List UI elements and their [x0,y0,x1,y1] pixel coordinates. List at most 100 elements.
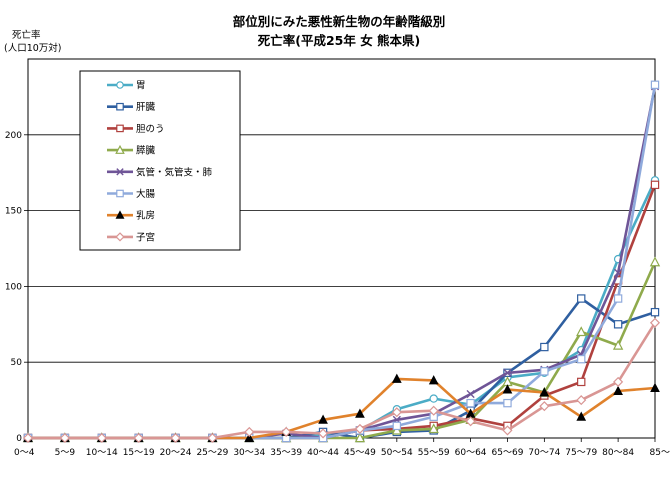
data-point [613,376,624,387]
chart-title-line2: 死亡率(平成25年 女 熊本県) [257,33,421,48]
data-point [59,432,70,444]
data-point [576,395,587,406]
data-point [116,189,124,198]
data-point [207,432,218,444]
data-point [116,81,124,89]
x-tick-label: 45〜49 [344,448,376,458]
data-point [649,317,661,328]
x-tick-label: 65〜69 [492,448,524,458]
legend-label: 膵臓 [136,146,156,157]
series-3 [22,256,661,443]
y-tick-label: 200 [5,131,22,141]
data-point [502,425,513,436]
series-line [28,261,657,440]
x-tick-label: 50〜54 [381,448,413,458]
data-point [115,144,125,154]
data-point [650,180,660,190]
legend-label: 胆のう [136,124,165,135]
data-point [539,401,550,412]
x-tick-label: 40〜44 [307,448,339,458]
legend-label: 気管・気管支・肺 [136,166,213,178]
data-point [429,394,438,403]
data-point [577,294,586,303]
x-tick-label: 20〜24 [160,448,192,458]
data-point [116,102,124,111]
y-tick-label: 50 [11,358,23,368]
data-point [428,405,439,416]
legend-box [79,70,241,251]
x-tick-label: 85〜 [650,448,670,458]
legend-label: 乳房 [136,210,155,222]
data-point [391,373,402,383]
data-point [540,367,549,376]
legend-label: 子宮 [136,231,155,243]
data-point [391,407,402,418]
data-point [577,354,586,364]
data-point [22,432,34,444]
x-tick-label: 25〜29 [196,448,228,458]
data-point [115,232,125,242]
x-tick-label: 60〜64 [455,448,487,458]
data-point [244,432,255,443]
x-tick-label: 35〜39 [270,448,302,458]
x-tick-label: 55〜59 [418,448,450,458]
legend-item-6: 乳房 [107,210,155,222]
data-point [503,368,512,377]
series-group [22,80,661,444]
data-point [96,432,107,444]
x-tick-label: 30〜34 [233,448,265,458]
data-point [576,326,587,337]
legend-label: 大腸 [136,188,156,200]
data-point [650,307,660,317]
x-tick-label: 0〜4 [14,448,35,458]
y-tick-label: 100 [5,282,22,292]
data-point [613,385,623,396]
series-line [28,377,656,440]
data-point [614,268,623,277]
data-point [539,387,550,397]
legend-item-3: 膵臓 [107,144,156,157]
data-point [502,384,513,394]
data-point [116,168,124,176]
data-point [466,389,475,399]
legend-label: 肝臓 [136,102,156,113]
legend-item-2: 胆のう [107,124,165,135]
y-axis-label-line2: (人口10万対) [4,42,62,54]
data-point [133,432,144,444]
data-point [576,411,587,421]
axes: 0 50 100 150 200 0〜4 5〜9 10〜14 15〜19 20〜24 25〜29 30… [5,58,670,458]
legend-item-0: 胃 [107,81,146,92]
chart-title-line1: 部位別にみた悪性新生物の年齢階級別 [233,14,446,29]
x-tick-label: 75〜79 [565,448,597,458]
data-point [612,339,624,350]
data-point [613,320,623,329]
x-tick-label: 70〜74 [528,448,560,458]
series-line [28,322,657,440]
legend-item-5: 大腸 [107,188,156,200]
x-tick-label: 80〜84 [602,448,634,458]
y-axis-label-line1: 死亡率 [12,29,41,41]
data-point [170,432,181,444]
data-point [116,124,124,133]
data-point [318,428,329,439]
data-point [354,423,365,434]
series-7 [22,317,661,444]
legend-item-4: 気管・気管支・肺 [107,166,213,178]
data-point [466,398,475,408]
series-1 [23,294,660,443]
data-point [115,210,125,219]
data-point [355,408,365,418]
data-point [650,382,660,392]
data-point [392,421,402,431]
x-tick-label: 10〜14 [86,448,118,458]
data-point [577,377,586,387]
data-point [428,375,439,385]
data-point [613,294,623,303]
y-tick-label: 0 [16,434,22,444]
y-tick-label: 150 [5,207,22,217]
x-tick-label: 15〜19 [123,448,155,458]
data-point [649,256,661,267]
x-tick-label: 5〜9 [55,448,76,458]
data-point [503,398,512,408]
